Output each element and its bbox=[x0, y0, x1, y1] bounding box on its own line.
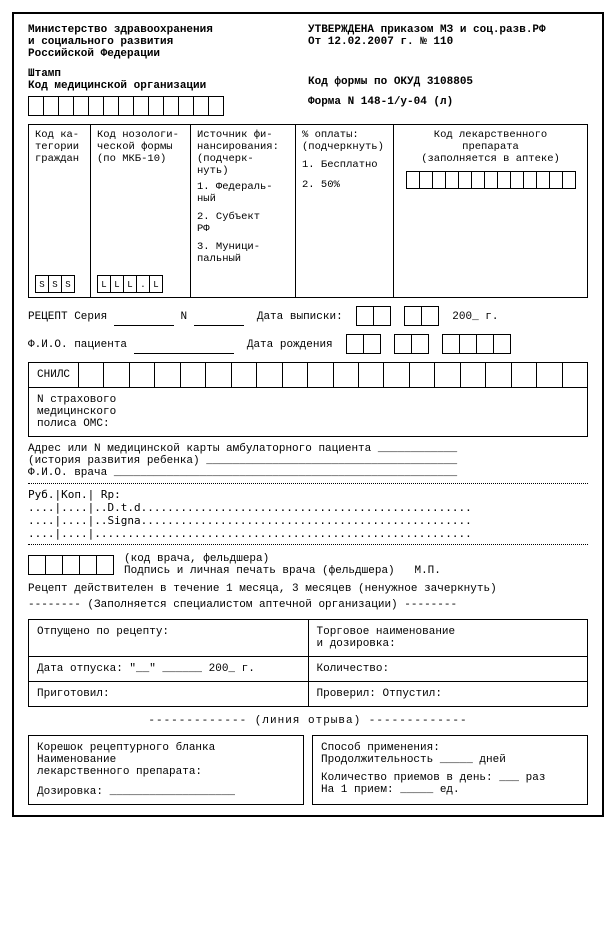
finance-opt3: 3. Муници- пальный bbox=[197, 241, 289, 265]
divider2 bbox=[28, 544, 588, 545]
ministry-line1: Министерство здравоохранения bbox=[28, 24, 297, 36]
col-category-title: Код ка- тегории граждан bbox=[35, 129, 84, 165]
main-table: Код ка- тегории граждан S S S Код нозоло… bbox=[28, 124, 588, 298]
col-finance-title: Источник фи- нансирования: (подчерк- нут… bbox=[197, 129, 289, 177]
org-code-boxes[interactable] bbox=[28, 96, 297, 116]
pharm-r2b: Количество: bbox=[309, 657, 588, 681]
stub-right-l3: Количество приемов в день: ___ раз bbox=[321, 772, 579, 784]
col-mkb: Код нозологи- ческой формы (по МКБ-10) L… bbox=[91, 125, 191, 297]
col-mkb-title: Код нозологи- ческой формы (по МКБ-10) bbox=[97, 129, 184, 165]
col-drugcode-cells[interactable] bbox=[400, 171, 581, 189]
pharmacy-table: Отпущено по рецепту: Торговое наименован… bbox=[28, 619, 588, 707]
address-l1: Адрес или N медицинской карты амбулаторн… bbox=[28, 443, 588, 455]
col-payment-title: % оплаты: (подчеркнуть) bbox=[302, 129, 387, 153]
stub-left-l3: лекарственного препарата: bbox=[37, 766, 295, 778]
stamp-label: Штамп bbox=[28, 68, 297, 80]
patient-line: Ф.И.О. пациента Дата рождения bbox=[28, 334, 588, 354]
header-left: Министерство здравоохранения и социально… bbox=[28, 24, 297, 116]
pharm-r1a: Отпущено по рецепту: bbox=[29, 620, 309, 656]
col-category-cells[interactable]: S S S bbox=[35, 275, 84, 293]
stub-left-l4: Дозировка: ___________________ bbox=[37, 786, 295, 798]
rx-l4: ....|....|..............................… bbox=[28, 527, 588, 540]
col-drugcode: Код лекарственного препарата (заполняетс… bbox=[394, 125, 587, 297]
recipe-year: 200_ г. bbox=[452, 311, 498, 323]
header: Министерство здравоохранения и социально… bbox=[28, 24, 588, 116]
address-l2: (история развития ребенка) _____________… bbox=[28, 455, 588, 467]
sign-l2: Подпись и личная печать врача (фельдшера… bbox=[124, 565, 395, 577]
finance-opt2: 2. Субъект РФ bbox=[197, 211, 289, 235]
stub-left: Корешок рецептурного бланка Наименование… bbox=[28, 735, 304, 805]
patient-dob: Дата рождения bbox=[247, 339, 333, 351]
org-code-label: Код медицинской организации bbox=[28, 80, 297, 92]
finance-opt1: 1. Федераль- ный bbox=[197, 181, 289, 205]
ministry-line3: Российской Федерации bbox=[28, 48, 297, 60]
header-right: УТВЕРЖДЕНА приказом МЗ и соц.разв.РФ От … bbox=[308, 24, 588, 116]
stub-left-l2: Наименование bbox=[37, 754, 295, 766]
doctor-code[interactable] bbox=[28, 555, 114, 575]
address-l3: Ф.И.О. врача ___________________________… bbox=[28, 467, 588, 479]
rx-block: Руб.|Коп.| Rp: ....|....|..D.t.d........… bbox=[28, 488, 588, 540]
okud-label: Код формы по ОКУД 3108805 bbox=[308, 76, 588, 88]
col-finance: Источник фи- нансирования: (подчерк- нут… bbox=[191, 125, 296, 297]
divider bbox=[28, 483, 588, 484]
pharm-r3a: Приготовил: bbox=[29, 682, 309, 706]
approved-line2: От 12.02.2007 г. № 110 bbox=[308, 36, 588, 48]
approved-line1: УТВЕРЖДЕНА приказом МЗ и соц.разв.РФ bbox=[308, 24, 588, 36]
dob-year[interactable] bbox=[442, 334, 511, 354]
pharm-r2a: Дата отпуска: "__" ______ 200_ г. bbox=[29, 657, 309, 681]
recipe-line: РЕЦЕПТ Серия N Дата выписки: 200_ г. bbox=[28, 306, 588, 326]
snils-label: СНИЛС bbox=[29, 363, 79, 387]
pharm-r1b: Торговое наименование и дозировка: bbox=[309, 620, 588, 656]
dob-month[interactable] bbox=[394, 334, 429, 354]
patient-fio: Ф.И.О. пациента bbox=[28, 339, 127, 351]
ministry-line2: и социального развития bbox=[28, 36, 297, 48]
validity-l1: Рецепт действителен в течение 1 месяца, … bbox=[28, 583, 588, 595]
pharm-r3b: Проверил: Отпустил: bbox=[309, 682, 588, 706]
col-category: Код ка- тегории граждан S S S bbox=[29, 125, 91, 297]
tear-line: ------------- (линия отрыва) -----------… bbox=[28, 715, 588, 727]
sign-mp: М.П. bbox=[414, 565, 440, 577]
oms-row: N страхового медицинского полиса ОМС: bbox=[28, 388, 588, 437]
sign-l1: (код врача, фельдшера) bbox=[124, 553, 588, 565]
stub-right-l4: На 1 прием: _____ ед. bbox=[321, 784, 579, 796]
recipe-n: N bbox=[180, 311, 187, 323]
form-number: Форма N 148-1/у-04 (л) bbox=[308, 96, 588, 108]
address-block: Адрес или N медицинской карты амбулаторн… bbox=[28, 443, 588, 479]
payment-opt1: 1. Бесплатно bbox=[302, 159, 387, 171]
stub-row: Корешок рецептурного бланка Наименование… bbox=[28, 735, 588, 805]
snils-cells[interactable] bbox=[79, 363, 587, 387]
stub-right: Способ применения: Продолжительность ___… bbox=[312, 735, 588, 805]
col-drugcode-title: Код лекарственного препарата (заполняетс… bbox=[400, 129, 581, 165]
rx-l1: Руб.|Коп.| Rp: bbox=[28, 488, 588, 501]
recipe-label: РЕЦЕПТ Серия bbox=[28, 311, 107, 323]
sign-block: (код врача, фельдшера) Подпись и личная … bbox=[28, 553, 588, 577]
snils-row: СНИЛС bbox=[28, 362, 588, 388]
date-day[interactable] bbox=[356, 306, 391, 326]
rx-l2: ....|....|..D.t.d.......................… bbox=[28, 501, 588, 514]
dob-day[interactable] bbox=[346, 334, 381, 354]
payment-opt2: 2. 50% bbox=[302, 179, 387, 191]
col-payment: % оплаты: (подчеркнуть) 1. Бесплатно 2. … bbox=[296, 125, 394, 297]
col-mkb-cells[interactable]: L L L . L bbox=[97, 275, 184, 293]
form-container: Министерство здравоохранения и социально… bbox=[12, 12, 604, 817]
rx-l3: ....|....|..Signa.......................… bbox=[28, 514, 588, 527]
date-month[interactable] bbox=[404, 306, 439, 326]
stub-right-l2: Продолжительность _____ дней bbox=[321, 754, 579, 766]
stub-right-l1: Способ применения: bbox=[321, 742, 579, 754]
validity-l2: -------- (Заполняется специалистом аптеч… bbox=[28, 599, 588, 611]
stub-left-l1: Корешок рецептурного бланка bbox=[37, 742, 295, 754]
recipe-date: Дата выписки: bbox=[257, 311, 343, 323]
